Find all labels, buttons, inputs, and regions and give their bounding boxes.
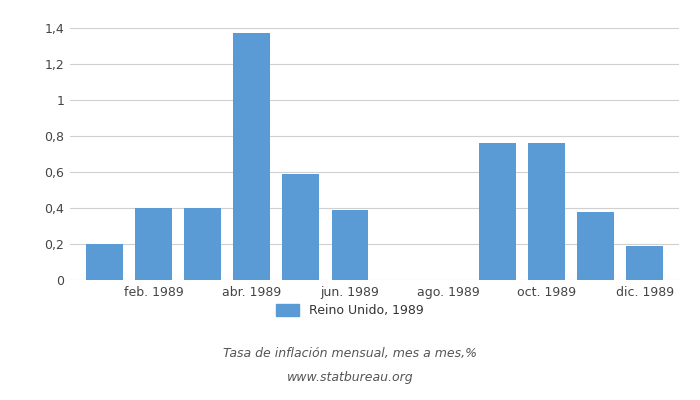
Text: www.statbureau.org: www.statbureau.org [287, 372, 413, 384]
Bar [332, 210, 368, 280]
Bar [233, 33, 270, 280]
Bar [86, 244, 122, 280]
Bar [282, 174, 319, 280]
Bar [626, 246, 663, 280]
Bar [528, 143, 565, 280]
Text: Tasa de inflación mensual, mes a mes,%: Tasa de inflación mensual, mes a mes,% [223, 348, 477, 360]
Bar [184, 208, 221, 280]
Bar [135, 208, 172, 280]
Legend: Reino Unido, 1989: Reino Unido, 1989 [276, 304, 424, 317]
Bar [479, 143, 516, 280]
Bar [577, 212, 614, 280]
